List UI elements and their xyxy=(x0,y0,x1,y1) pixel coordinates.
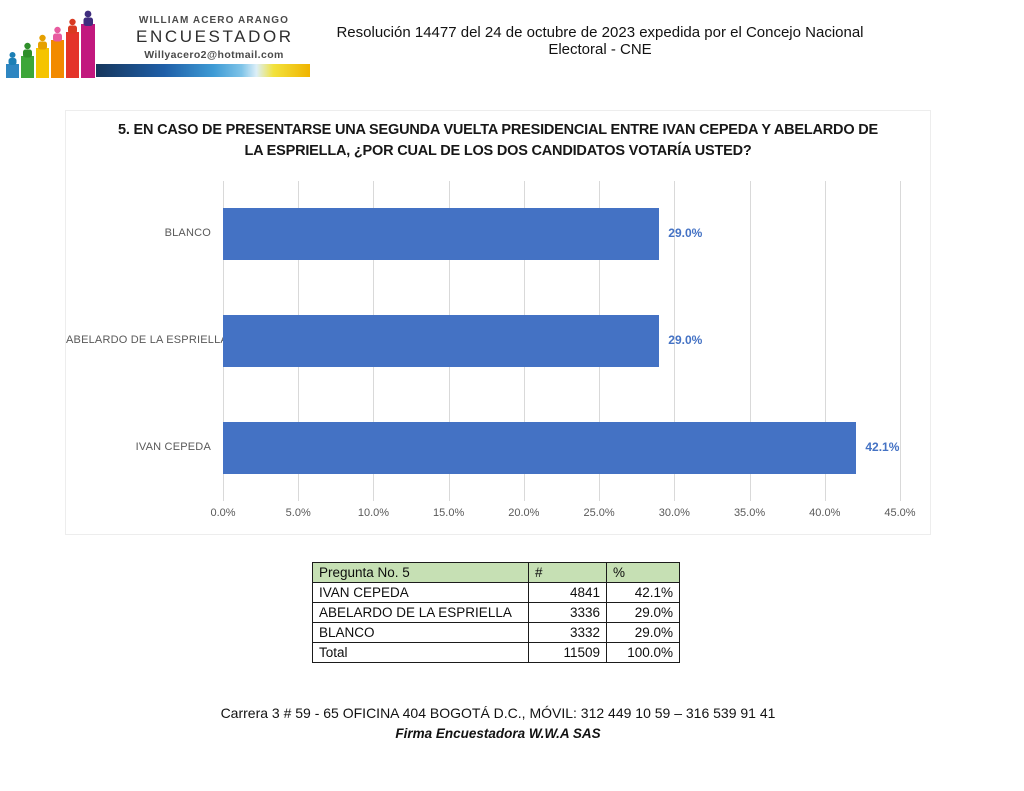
table-cell: 3332 xyxy=(528,622,607,643)
table-cell: 11509 xyxy=(528,642,607,663)
x-tick-label: 30.0% xyxy=(658,507,690,519)
table-row: IVAN CEPEDA 4841 42.1% xyxy=(312,582,680,603)
category-axis: BLANCO ABELARDO DE LA ESPRIELLA IVAN CEPED… xyxy=(66,181,228,501)
brand-name: WILLIAM ACERO ARANGO xyxy=(138,15,290,26)
resolution-text: Resolución 14477 del 24 de octubre de 20… xyxy=(336,24,864,58)
chart-title: 5. EN CASO DE PRESENTARSE UNA SEGUNDA VU… xyxy=(66,120,930,162)
x-tick-label: 25.0% xyxy=(583,507,615,519)
brand-email: Willyacero2@hotmail.com xyxy=(144,49,284,61)
category-label: ABELARDO DE LA ESPRIELLA xyxy=(66,334,228,346)
x-tick-label: 45.0% xyxy=(884,507,916,519)
gridline xyxy=(749,181,751,501)
gridline xyxy=(674,181,676,501)
table-cell: 100.0% xyxy=(606,642,680,663)
person-figures xyxy=(8,52,17,65)
chart-container: 5. EN CASO DE PRESENTARSE UNA SEGUNDA VU… xyxy=(65,110,931,535)
table-cell: 29.0% xyxy=(606,622,680,643)
bar-ivan-cepeda xyxy=(223,421,857,474)
table-header-row: Pregunta No. 5 #% xyxy=(312,562,680,583)
x-tick-label: 15.0% xyxy=(433,507,465,519)
x-tick-label: 10.0% xyxy=(357,507,390,519)
table-cell: 3336 xyxy=(528,602,607,623)
x-tick-label: 35.0% xyxy=(733,507,766,519)
table-row: BLANCO 3332 29.0% xyxy=(312,622,680,643)
bar-data-label: 42.1% xyxy=(865,439,900,454)
table-cell: 42.1% xyxy=(606,582,680,603)
table-row: Total 11509 100.0% xyxy=(312,642,680,663)
table-row: ABELARDO DE LA ESPRIELLA 3336 29.0% xyxy=(312,602,680,623)
x-tick-label: 0.0% xyxy=(210,507,236,519)
bar-abelardo-de-la-espriella xyxy=(223,315,660,367)
table-cell: 29.0% xyxy=(606,602,680,623)
x-tick-label: 40.0% xyxy=(809,507,841,519)
table-header-cell: # xyxy=(528,562,607,583)
brand-block: WILLIAM ACERO ARANGO ENCUESTADOR Willyac… xyxy=(136,15,292,61)
footer-firm: Firma Encuestadora W.W.A SAS xyxy=(395,726,601,741)
bar-data-label: 29.0% xyxy=(668,226,703,241)
results-table: Pregunta No. 5 #% IVAN CEPEDA 4841 42.1% ABEL… xyxy=(312,562,680,663)
table-cell: 4841 xyxy=(528,582,607,603)
gridline xyxy=(900,181,901,501)
table-cell: BLANCO xyxy=(312,622,529,643)
footer: Carrera 3 # 59 - 65 OFICINA 404 BOGOTÁ D… xyxy=(0,705,996,741)
category-label: IVAN CEPEDA xyxy=(135,440,211,453)
category-label: BLANCO xyxy=(164,227,211,240)
x-axis: 0.0% 5.0% 10.0% 15.0% 20.0% 25.0% 30.0% 35.0% 40… xyxy=(210,507,915,527)
brand-role: ENCUESTADOR xyxy=(136,27,294,46)
bar-blanco xyxy=(223,208,660,261)
table-cell: IVAN CEPEDA xyxy=(312,582,529,603)
table-cell: Total xyxy=(312,642,529,663)
plot-area: 29.0% 29.0% 42.1% xyxy=(223,181,901,501)
footer-address: Carrera 3 # 59 - 65 OFICINA 404 BOGOTÁ D… xyxy=(220,705,776,721)
table-header-cell: Pregunta No. 5 xyxy=(312,562,529,583)
x-tick-label: 20.0% xyxy=(508,507,540,519)
chart-title-line1: 5. EN CASO DE PRESENTARSE UNA SEGUNDA VU… xyxy=(118,122,878,138)
table-cell: ABELARDO DE LA ESPRIELLA xyxy=(312,602,529,623)
people-bar-chart-logo-icon xyxy=(6,10,310,78)
gridline xyxy=(824,181,826,501)
chart-title-line2: LA ESPRIELLA, ¿POR CUAL DE LOS DOS CANDI… xyxy=(244,143,752,159)
bar-data-label: 29.0% xyxy=(668,333,703,347)
x-tick-label: 5.0% xyxy=(285,507,311,519)
table-header-cell: % xyxy=(606,562,680,583)
